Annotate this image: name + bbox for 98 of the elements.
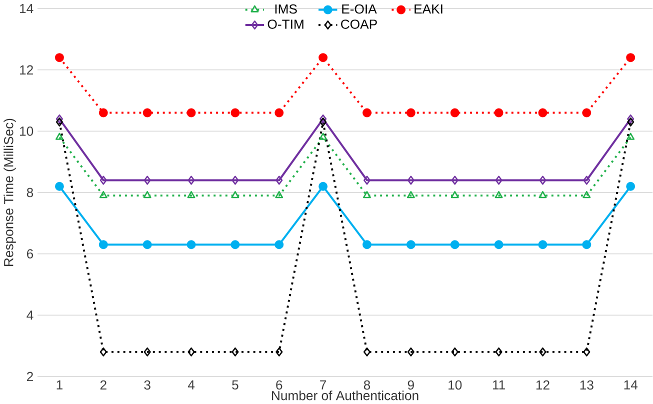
- point: [188, 348, 195, 356]
- point: [538, 108, 548, 118]
- point: [144, 348, 151, 356]
- x-tick-label: 11: [492, 380, 505, 390]
- x-tick-label: 13: [580, 380, 594, 390]
- point: [450, 240, 460, 250]
- point: [495, 176, 502, 185]
- point: [232, 348, 239, 356]
- point: [54, 53, 64, 62]
- point: [451, 176, 458, 185]
- point: [494, 191, 503, 198]
- point: [100, 176, 107, 185]
- legend-label: E-OIA: [342, 4, 377, 14]
- x-tick-label: 1: [56, 380, 62, 390]
- point: [186, 240, 196, 250]
- y-axis-title: Response Time (MilliSec): [4, 118, 16, 266]
- point: [583, 348, 590, 356]
- point: [406, 108, 416, 118]
- x-tick-label: 10: [448, 380, 462, 390]
- point: [142, 108, 152, 118]
- point: [318, 53, 328, 62]
- point: [187, 191, 196, 198]
- point: [626, 182, 636, 191]
- point: [100, 348, 107, 356]
- point: [320, 114, 327, 124]
- point: [143, 191, 152, 198]
- point: [582, 108, 592, 118]
- x-tick-label: 7: [320, 380, 326, 390]
- point: [450, 191, 459, 198]
- x-tick-label: 12: [536, 380, 550, 390]
- point: [276, 348, 283, 356]
- point: [98, 240, 108, 250]
- point: [319, 132, 328, 140]
- point: [362, 108, 372, 118]
- point: [407, 176, 414, 185]
- point: [362, 240, 372, 250]
- point: [232, 176, 239, 185]
- y-tick-label: 4: [26, 310, 34, 320]
- y-tick-label: 10: [20, 126, 34, 136]
- point: [363, 176, 371, 185]
- point: [450, 108, 460, 118]
- point: [56, 118, 63, 127]
- y-tick-label: 2: [26, 372, 33, 382]
- legend-label: COAP: [341, 20, 377, 29]
- x-tick-label: 4: [188, 380, 195, 390]
- point: [406, 191, 415, 198]
- point: [627, 118, 634, 127]
- x-tick-label: 5: [232, 380, 238, 390]
- point: [626, 53, 636, 62]
- point: [363, 191, 371, 198]
- x-tick-label: 9: [408, 380, 414, 390]
- point: [494, 108, 504, 118]
- point: [142, 240, 152, 250]
- point: [320, 118, 327, 127]
- point: [406, 240, 416, 250]
- point: [494, 240, 504, 250]
- x-tick-label: 2: [100, 380, 106, 390]
- point: [538, 240, 548, 250]
- point: [230, 240, 240, 250]
- point: [144, 176, 151, 185]
- point: [495, 348, 502, 356]
- point: [98, 108, 108, 118]
- point: [231, 191, 240, 198]
- point: [56, 114, 63, 124]
- point: [318, 182, 328, 191]
- point: [539, 348, 546, 356]
- point: [582, 191, 591, 198]
- y-tick-label: 8: [26, 188, 34, 198]
- x-axis-title: Number of Authentication: [272, 390, 418, 400]
- point: [274, 240, 284, 250]
- legend-label: EAKI: [414, 4, 442, 14]
- x-tick-label: 3: [144, 380, 150, 390]
- point: [451, 348, 458, 356]
- y-tick-label: 12: [20, 65, 33, 75]
- point: [276, 176, 283, 185]
- point: [363, 348, 371, 356]
- x-tick-label: 6: [276, 380, 282, 390]
- point: [538, 191, 547, 198]
- point: [407, 348, 414, 356]
- point: [186, 108, 196, 118]
- point: [539, 176, 546, 185]
- point: [55, 132, 64, 140]
- x-tick-label: 14: [624, 380, 638, 390]
- point: [582, 240, 592, 250]
- point: [99, 191, 108, 198]
- legend-label: O-TIM: [268, 20, 304, 29]
- point: [274, 108, 284, 118]
- x-tick-label: 8: [364, 380, 370, 390]
- point: [230, 108, 240, 118]
- point: [583, 176, 590, 185]
- point: [275, 191, 284, 198]
- y-tick-label: 6: [26, 249, 34, 259]
- point: [54, 182, 64, 191]
- point: [188, 176, 195, 185]
- legend-label: IMS: [275, 4, 297, 14]
- point: [626, 132, 635, 140]
- y-tick-label: 14: [20, 4, 34, 14]
- point: [627, 114, 634, 124]
